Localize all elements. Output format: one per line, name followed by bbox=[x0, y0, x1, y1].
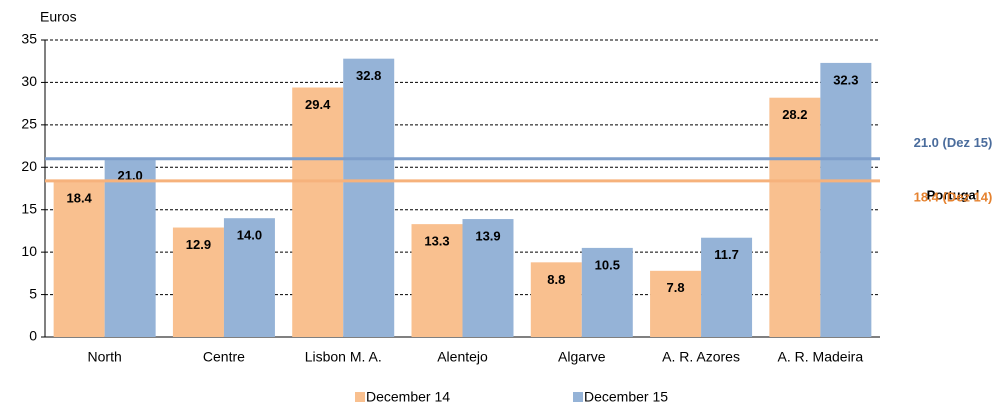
value-label: 7.8 bbox=[667, 280, 685, 295]
value-label: 11.7 bbox=[714, 247, 739, 262]
value-label: 8.8 bbox=[547, 272, 565, 287]
bar bbox=[292, 87, 344, 338]
value-label: 32.3 bbox=[833, 72, 858, 87]
bar bbox=[650, 270, 702, 337]
legend-swatch bbox=[573, 392, 583, 402]
x-tick-label: Alentejo bbox=[437, 349, 488, 365]
bar bbox=[701, 237, 753, 337]
x-tick-label: North bbox=[88, 349, 122, 365]
bar bbox=[411, 224, 463, 337]
x-tick-label: Algarve bbox=[558, 349, 606, 365]
bar bbox=[769, 97, 821, 338]
y-tick-label: 5 bbox=[29, 285, 37, 301]
reference-label: 21.0 (Dez 15) bbox=[914, 135, 993, 150]
bar bbox=[462, 219, 514, 337]
y-tick-label: 20 bbox=[21, 158, 37, 174]
reference-title: Portugal bbox=[927, 187, 980, 202]
value-label: 13.9 bbox=[475, 228, 500, 243]
y-tick-label: 25 bbox=[21, 116, 37, 132]
value-label: 32.8 bbox=[356, 68, 381, 83]
y-tick-label: 0 bbox=[29, 328, 37, 344]
bar bbox=[104, 158, 156, 337]
bar bbox=[581, 247, 633, 337]
reference-label: 18.4 (Dez 14) bbox=[914, 189, 993, 204]
x-tick-label: Centre bbox=[203, 349, 245, 365]
legend-label: December 15 bbox=[584, 389, 668, 405]
y-tick-label: 35 bbox=[21, 31, 37, 47]
y-tick-label: 15 bbox=[21, 200, 37, 216]
y-axis-label: Euros bbox=[40, 9, 77, 25]
y-tick-label: 30 bbox=[21, 73, 37, 89]
value-label: 10.5 bbox=[595, 257, 620, 272]
bar bbox=[343, 58, 395, 337]
value-label: 13.3 bbox=[424, 234, 449, 249]
bar bbox=[53, 180, 105, 337]
x-tick-label: A. R. Madeira bbox=[778, 349, 864, 365]
value-label: 29.4 bbox=[305, 97, 331, 112]
value-label: 18.4 bbox=[66, 190, 92, 205]
bar bbox=[172, 227, 224, 337]
bar bbox=[820, 62, 872, 337]
value-label: 12.9 bbox=[186, 237, 211, 252]
legend-label: December 14 bbox=[366, 389, 450, 405]
y-tick-label: 10 bbox=[21, 243, 37, 259]
legend-swatch bbox=[355, 392, 365, 402]
value-label: 28.2 bbox=[782, 107, 807, 122]
value-label: 14.0 bbox=[237, 228, 262, 243]
bar bbox=[530, 262, 582, 337]
x-tick-label: Lisbon M. A. bbox=[305, 349, 382, 365]
bar bbox=[223, 218, 275, 337]
x-tick-label: A. R. Azores bbox=[662, 349, 740, 365]
